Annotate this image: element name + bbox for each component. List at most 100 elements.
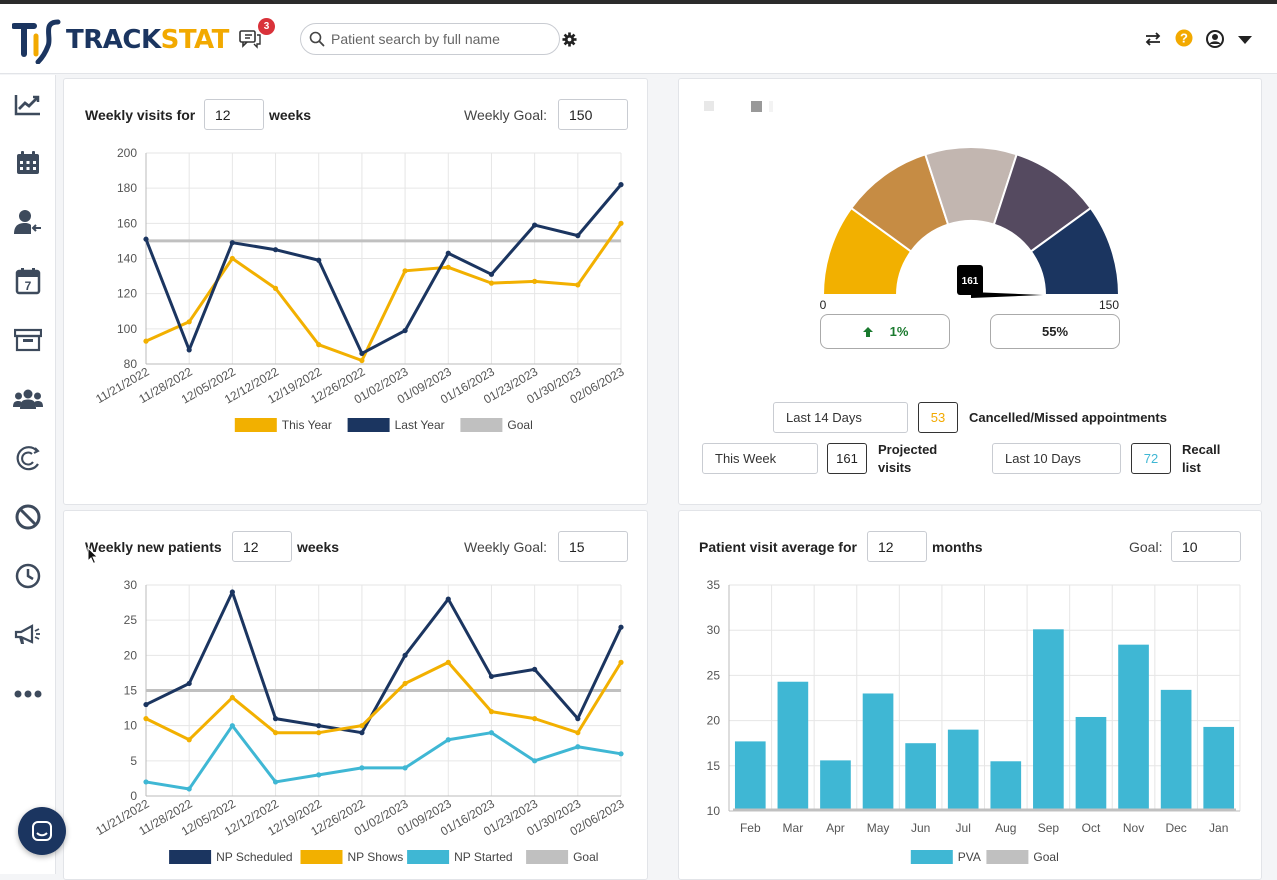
new-patients-chart: 05101520253011/21/202211/28/202212/05/20…	[93, 578, 627, 864]
calendar-icon	[17, 151, 39, 174]
weekly-change-pill: 1%	[820, 314, 950, 349]
nav-history[interactable]	[12, 560, 44, 592]
data-point	[359, 730, 365, 736]
data-point	[272, 285, 279, 291]
dropdown-caret-icon[interactable]	[1237, 35, 1253, 45]
nav-marketing[interactable]	[12, 619, 44, 651]
weekly-goal-input[interactable]	[558, 99, 628, 130]
search-input[interactable]	[331, 31, 551, 47]
chat-support-button[interactable]	[18, 807, 66, 855]
weekly-goal-label: Weekly Goal:	[464, 107, 547, 123]
top-header: TRACKSTAT 3 ?	[0, 4, 1277, 74]
more-icon	[14, 690, 42, 698]
swap-arrows-icon[interactable]	[1144, 30, 1162, 48]
weekly-change-text: 1%	[889, 324, 909, 339]
x-tick-label: Sep	[1038, 821, 1060, 835]
data-point	[532, 716, 538, 722]
bar	[862, 693, 894, 811]
pva-goal-input[interactable]	[1171, 531, 1241, 562]
bar	[820, 760, 851, 811]
data-point	[402, 765, 408, 771]
data-point	[359, 350, 365, 357]
legend-label: NP Shows	[348, 850, 404, 864]
logo-mark-icon	[12, 19, 61, 64]
gridlines	[145, 584, 622, 797]
brand-part2: STAT	[160, 25, 230, 55]
data-point	[229, 255, 235, 262]
legend-label: Goal	[573, 850, 598, 864]
weekly-visits-header: Weekly visits for weeks Weekly Goal:	[64, 99, 647, 131]
gauge-toggle-dark[interactable]	[751, 101, 762, 112]
y-tick-label: 180	[117, 181, 137, 195]
x-tick-label: Nov	[1123, 821, 1144, 835]
data-point	[445, 250, 451, 256]
nav-patient-arrival[interactable]	[12, 206, 44, 238]
recall-range-select[interactable]: Last 10 Days	[992, 443, 1121, 474]
projected-range-select[interactable]: This Week	[702, 443, 818, 474]
gauge-needle	[971, 292, 1043, 298]
bar	[1118, 644, 1149, 811]
recall-label-line1: Recall	[1182, 442, 1221, 457]
cancelled-range-select[interactable]: Last 14 Days	[773, 402, 908, 433]
brand-part1: TRACK	[66, 25, 161, 55]
gauge-toggle-light[interactable]	[704, 101, 714, 111]
projected-count[interactable]: 161	[827, 443, 867, 474]
pva-months-input[interactable]	[867, 531, 927, 562]
chart-legend: PVA Goal	[910, 850, 1059, 864]
data-point	[575, 282, 581, 288]
legend-label: NP Started	[454, 850, 512, 864]
weekly-visits-card: Weekly visits for weeks Weekly Goal: 80 1…	[63, 78, 648, 505]
data-point	[402, 327, 408, 334]
mouse-cursor-icon	[87, 547, 99, 565]
analytics-chart-icon	[14, 95, 40, 116]
help-icon[interactable]: ?	[1175, 29, 1193, 47]
search-icon	[309, 31, 325, 47]
data-point	[316, 342, 322, 348]
data-point	[532, 758, 538, 764]
trackstat-logo[interactable]: TRACKSTAT	[12, 16, 229, 64]
legend-label: PVA	[958, 850, 981, 864]
x-tick-label: Mar	[783, 821, 804, 835]
nav-recall[interactable]	[12, 442, 44, 474]
weekly-visits-weeks-input[interactable]	[204, 99, 264, 130]
svg-text:?: ?	[1180, 31, 1188, 46]
y-tick-label: 5	[130, 754, 137, 768]
new-patients-weeks-input[interactable]	[232, 531, 292, 562]
user-account-icon[interactable]	[1206, 30, 1224, 48]
data-point	[575, 233, 581, 239]
bar	[1033, 629, 1064, 811]
recall-label: Recall list	[1182, 441, 1220, 477]
nav-analytics[interactable]	[12, 89, 44, 121]
x-tick-label: Oct	[1082, 821, 1101, 835]
cancelled-icon	[15, 504, 41, 530]
chat-icon[interactable]	[238, 28, 264, 50]
nav-day-schedule[interactable]: 7	[12, 265, 44, 297]
nav-cancelled[interactable]	[12, 501, 44, 533]
y-tick-label: 10	[707, 804, 721, 818]
nav-calendar[interactable]	[12, 147, 44, 179]
nav-patients[interactable]	[12, 383, 44, 415]
y-tick-label: 25	[124, 613, 138, 627]
data-point	[532, 222, 538, 228]
recall-count[interactable]: 72	[1131, 443, 1171, 474]
gauge-toggle-faint[interactable]	[769, 101, 773, 112]
x-tick-label: Jun	[911, 821, 930, 835]
x-tick-label: Apr	[826, 821, 845, 835]
projected-label: Projected visits	[878, 441, 937, 477]
nav-archive[interactable]	[12, 324, 44, 356]
legend-label: Goal	[1033, 850, 1058, 864]
weekly-visits-title: Weekly visits for	[85, 107, 196, 123]
data-point	[143, 779, 149, 785]
data-point	[143, 236, 149, 242]
cancelled-label: Cancelled/Missed appointments	[969, 410, 1167, 425]
marketing-megaphone-icon	[14, 624, 40, 644]
legend-swatch	[407, 850, 450, 864]
visits-gauge: 161 0 150	[820, 146, 1121, 312]
settings-gear-icon[interactable]	[562, 32, 577, 47]
nav-more[interactable]	[12, 678, 44, 710]
patient-search[interactable]	[300, 23, 560, 55]
cancelled-count[interactable]: 53	[918, 402, 958, 433]
y-tick-label: 100	[117, 322, 137, 336]
new-patients-goal-input[interactable]	[558, 531, 628, 562]
chat-support-icon	[32, 821, 52, 841]
